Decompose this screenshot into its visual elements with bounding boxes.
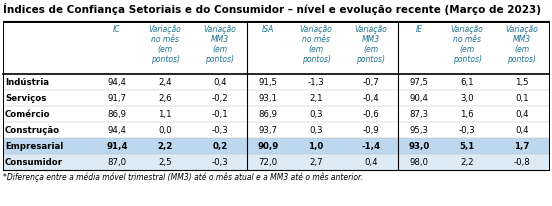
Text: 0,4: 0,4 (213, 78, 227, 87)
Text: -0,4: -0,4 (362, 94, 379, 103)
Text: 86,9: 86,9 (108, 110, 126, 119)
Text: 1,1: 1,1 (158, 110, 172, 119)
Text: Índices de Confiança Setoriais e do Consumidor – nível e evolução recente (Março: Índices de Confiança Setoriais e do Cons… (3, 3, 541, 15)
Text: IE: IE (415, 25, 422, 34)
Text: -1,4: -1,4 (361, 142, 380, 151)
Text: 0,0: 0,0 (158, 126, 172, 135)
Text: 0,3: 0,3 (309, 110, 323, 119)
Text: 1,0: 1,0 (309, 142, 324, 151)
Text: 72,0: 72,0 (258, 158, 278, 167)
Text: 90,9: 90,9 (257, 142, 279, 151)
Text: Variação
MM3
(em
pontos): Variação MM3 (em pontos) (204, 25, 236, 64)
Text: -0,6: -0,6 (362, 110, 379, 119)
Text: 0,1: 0,1 (515, 94, 528, 103)
Text: 91,7: 91,7 (108, 94, 126, 103)
Text: -0,3: -0,3 (211, 126, 228, 135)
Text: Consumidor: Consumidor (5, 158, 63, 167)
Bar (3, 138, 549, 154)
Text: 93,0: 93,0 (408, 142, 429, 151)
Text: 97,5: 97,5 (410, 78, 428, 87)
Text: 87,0: 87,0 (108, 158, 126, 167)
Text: 94,4: 94,4 (108, 126, 126, 135)
Text: Empresarial: Empresarial (5, 142, 63, 151)
Text: ISA: ISA (262, 25, 274, 34)
Text: 91,4: 91,4 (107, 142, 128, 151)
Text: 1,6: 1,6 (460, 110, 474, 119)
Text: 2,7: 2,7 (309, 158, 323, 167)
Text: Variação
no mês
(em
pontos): Variação no mês (em pontos) (149, 25, 182, 64)
Text: 0,3: 0,3 (309, 126, 323, 135)
Text: Construção: Construção (5, 126, 60, 135)
Text: Indústria: Indústria (5, 78, 49, 87)
Text: -0,3: -0,3 (211, 158, 228, 167)
Text: 2,1: 2,1 (309, 94, 323, 103)
Text: -0,1: -0,1 (211, 110, 228, 119)
Text: 0,4: 0,4 (515, 126, 528, 135)
Text: 86,9: 86,9 (258, 110, 278, 119)
Text: 87,3: 87,3 (410, 110, 428, 119)
Text: 0,4: 0,4 (364, 158, 378, 167)
Text: 2,4: 2,4 (158, 78, 172, 87)
Text: 2,2: 2,2 (157, 142, 173, 151)
Text: 2,5: 2,5 (158, 158, 172, 167)
Text: Variação
no mês
(em
pontos): Variação no mês (em pontos) (451, 25, 484, 64)
Text: -0,8: -0,8 (513, 158, 530, 167)
Text: -0,7: -0,7 (362, 78, 379, 87)
Text: 1,5: 1,5 (515, 78, 528, 87)
Text: 93,7: 93,7 (258, 126, 278, 135)
Text: 91,5: 91,5 (258, 78, 278, 87)
Text: 0,4: 0,4 (515, 110, 528, 119)
Text: 6,1: 6,1 (460, 78, 474, 87)
Text: -0,3: -0,3 (459, 126, 475, 135)
Text: *Diferença entre a média móvel trimestral (MM3) até o mês atual e a MM3 até o mê: *Diferença entre a média móvel trimestra… (3, 173, 363, 183)
Text: Comércio: Comércio (5, 110, 51, 119)
Text: Variação
no mês
(em
pontos): Variação no mês (em pontos) (300, 25, 332, 64)
Text: 0,2: 0,2 (212, 142, 227, 151)
Text: -0,2: -0,2 (211, 94, 228, 103)
Text: Variação
MM3
(em
pontos): Variação MM3 (em pontos) (354, 25, 387, 64)
Text: 98,0: 98,0 (410, 158, 428, 167)
Text: 93,1: 93,1 (258, 94, 278, 103)
Text: 1,7: 1,7 (514, 142, 529, 151)
Text: Variação
MM3
(em
pontos): Variação MM3 (em pontos) (505, 25, 538, 64)
Text: 2,2: 2,2 (460, 158, 474, 167)
Text: Serviços: Serviços (5, 94, 46, 103)
Text: 94,4: 94,4 (108, 78, 126, 87)
Text: -1,3: -1,3 (308, 78, 325, 87)
Text: IC: IC (113, 25, 121, 34)
Text: 5,1: 5,1 (459, 142, 475, 151)
Bar (3, 154, 549, 170)
Text: 3,0: 3,0 (460, 94, 474, 103)
Text: 90,4: 90,4 (410, 94, 428, 103)
Text: 2,6: 2,6 (158, 94, 172, 103)
Text: 95,3: 95,3 (410, 126, 428, 135)
Text: -0,9: -0,9 (363, 126, 379, 135)
